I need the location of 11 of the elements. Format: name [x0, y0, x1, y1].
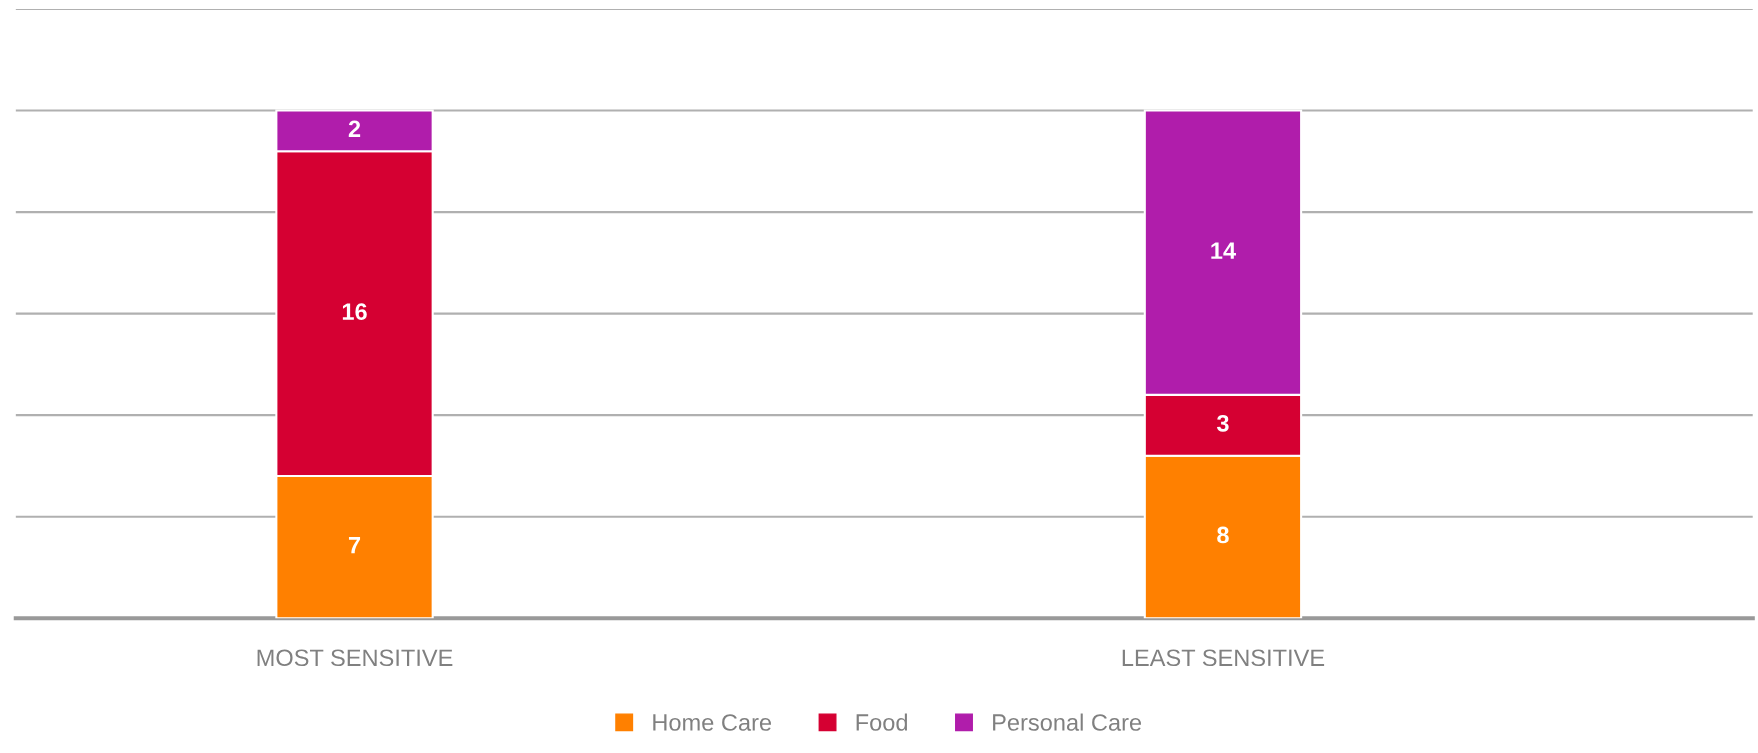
data-label: 2: [348, 120, 361, 137]
data-label: 14: [1211, 242, 1236, 259]
x-tick-label: MOST SENSITIVE: [257, 649, 453, 667]
x-tick-label: LEAST SENSITIVE: [1122, 649, 1325, 667]
data-label: 3: [1216, 414, 1229, 432]
legend-label: Food: [856, 713, 907, 731]
data-label: 7: [348, 537, 361, 554]
legend-label: Personal Care: [993, 713, 1142, 731]
data-label: 8: [1217, 526, 1229, 544]
data-label: 16: [342, 303, 367, 320]
legend-label: Home Care: [653, 714, 772, 731]
